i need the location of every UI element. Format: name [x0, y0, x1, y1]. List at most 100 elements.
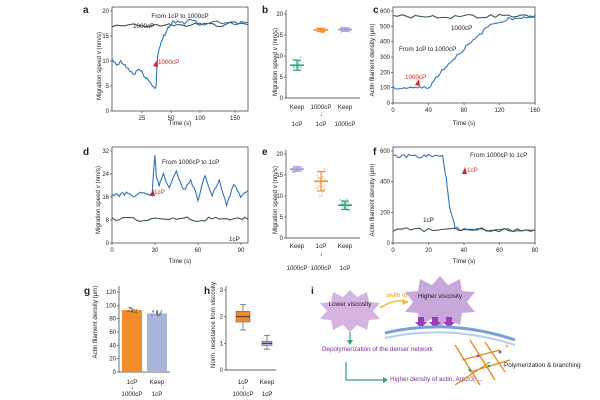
c-xtick-label-0: 0	[391, 108, 395, 114]
panel-letter-a: a	[83, 5, 89, 16]
g-point-0-3	[133, 308, 136, 311]
g-point-0-7	[134, 311, 137, 314]
panel-c: c Actin filament density (μm) 0 100 200 300…	[369, 5, 541, 127]
e-point-2-4	[348, 208, 351, 211]
panel-letter-c: c	[373, 5, 379, 16]
arp-dot-4	[468, 368, 472, 372]
a-marker-label: 1000cP	[158, 59, 179, 66]
e-point-0-8	[301, 165, 303, 168]
g-bar-0	[122, 310, 142, 372]
arp-dots	[468, 344, 509, 372]
panel-letter-e: e	[262, 147, 268, 158]
g-ytick-label-1: 20	[109, 357, 116, 363]
lower-viscosity-text: Lower viscosity	[329, 301, 373, 308]
h-cat1-l1: 1cP	[238, 379, 249, 386]
b-point-0-2	[292, 66, 295, 68]
d-ytick-label-3: 24	[102, 172, 109, 178]
c-ytick-label-1: 100	[380, 86, 391, 92]
f-red-marker	[462, 167, 467, 174]
f-plot-frame	[392, 146, 536, 244]
d-marker-label: 1cP	[154, 189, 165, 196]
h-cat2-l2: 1cP	[262, 391, 273, 398]
g-point-0-4	[126, 310, 129, 313]
purple-arrow-3	[443, 317, 455, 328]
g-point-0-8	[135, 308, 138, 311]
c-ytick-label-5: 500	[380, 24, 391, 30]
b-cat2-l1: 1000cP	[311, 104, 332, 111]
d-xtick-label-3: 90	[238, 248, 245, 254]
d-ytick-label-4: 32	[102, 149, 109, 155]
e-point-1-14	[323, 188, 326, 190]
d-series-label: 1cP	[229, 236, 240, 243]
depoly-text: Depolymerization of the denser network	[322, 346, 434, 353]
density-label: Higher density of actin, Arp2/3, ...	[390, 376, 483, 383]
f-title: From 1000cP to 1cP	[470, 152, 527, 159]
g-bar-1	[147, 313, 167, 372]
a-ytick-label-1: 5	[106, 84, 110, 90]
f-ytick-label-3: 600	[380, 149, 391, 155]
b-point-2-6	[339, 26, 342, 28]
e-cat2-l2: 1000cP	[311, 265, 332, 272]
panel-letter-d: d	[83, 147, 89, 158]
density-text: Higher density of actin, Arp2/3, ...	[390, 376, 483, 383]
a-red-marker	[153, 60, 158, 67]
g-ytick-label-5: 100	[106, 303, 117, 309]
c-xtick-label-1: 40	[425, 108, 432, 114]
g-point-1-4	[159, 313, 162, 315]
c-ytick-label-3: 300	[380, 55, 391, 61]
arp-dot-3	[498, 350, 502, 354]
c-title: From 1cP to 1000cP	[399, 46, 456, 53]
d-title: From 1000cP to 1cP	[162, 159, 219, 166]
panel-letter-i: i	[311, 286, 314, 297]
panel-letter-b: b	[262, 5, 268, 16]
b-cat2-l2: 1cP	[316, 121, 327, 128]
e-ytick-label-4: 20	[276, 152, 283, 158]
a-title: From 1cP to 1000cP	[151, 13, 208, 20]
e-point-1-13	[321, 185, 324, 188]
g-cat1-l2: 1000cP	[122, 391, 143, 398]
d-xlabel: Time (s)	[169, 258, 191, 265]
e-point-2-6	[345, 202, 348, 205]
a-series-switch	[111, 18, 249, 90]
poly-label: Polymerization & branching	[504, 362, 581, 369]
e-cat2-l1: 1cP	[316, 243, 327, 250]
f-ytick-label-0: 0	[387, 241, 391, 247]
b-cat1-l2: 1cP	[292, 121, 303, 128]
f-ylabel: Actin filament density (μm)	[369, 163, 376, 236]
a-xlabel: Time (s)	[169, 120, 191, 127]
c-ytick-label-4: 400	[380, 40, 391, 46]
d-ytick-label-0: 0	[106, 241, 110, 247]
e-cat2-arrow: ↓	[319, 251, 322, 258]
c-ytick-label-6: 600	[380, 9, 391, 15]
f-xtick-label-0: 0	[391, 248, 395, 254]
e-point-1-9	[315, 187, 318, 190]
c-series-1000cP	[392, 13, 536, 20]
a-ytick-label-0: 0	[106, 109, 110, 115]
b-ytick-label-4: 20	[276, 12, 283, 18]
e-cat3-l2: 1cP	[340, 265, 351, 272]
b-point-0-4	[300, 56, 302, 59]
panel-i: i Lower viscosity Higher viscosity swith…	[311, 276, 581, 386]
d-xtick-label-1: 30	[152, 248, 159, 254]
g-cat1-l1: 1cP	[127, 379, 138, 386]
filament-6	[454, 361, 491, 386]
g-point-0-6	[129, 310, 132, 313]
e-cat1-l2: 1000cP	[287, 265, 308, 272]
g-cat2-l2: 1cP	[152, 391, 163, 398]
filament-1	[454, 344, 481, 386]
d-ylabel: Migration speed v (nm/s)	[95, 166, 102, 234]
switch-arrowhead	[402, 299, 408, 305]
c-series-label: 1000cP	[451, 25, 472, 32]
e-point-1-16	[316, 187, 319, 190]
c-ytick-label-0: 0	[387, 101, 391, 107]
panel-b: b Migration speed v (nm/s) 0 5 10 15 20 Keep…	[262, 5, 360, 128]
h-ylabel: Norm. resistance from viscosity	[210, 281, 217, 368]
e-ytick-label-2: 10	[276, 194, 283, 200]
b-point-0-11	[297, 62, 300, 65]
e-point-1-4	[318, 194, 321, 197]
h-cat1-l2: 1000cP	[233, 391, 254, 398]
a-xtick-label-3: 150	[230, 116, 241, 122]
g-ytick-label-2: 40	[109, 343, 116, 349]
a-ytick-label-3: 15	[102, 34, 109, 40]
b-cat1-l1: Keep	[290, 104, 305, 111]
